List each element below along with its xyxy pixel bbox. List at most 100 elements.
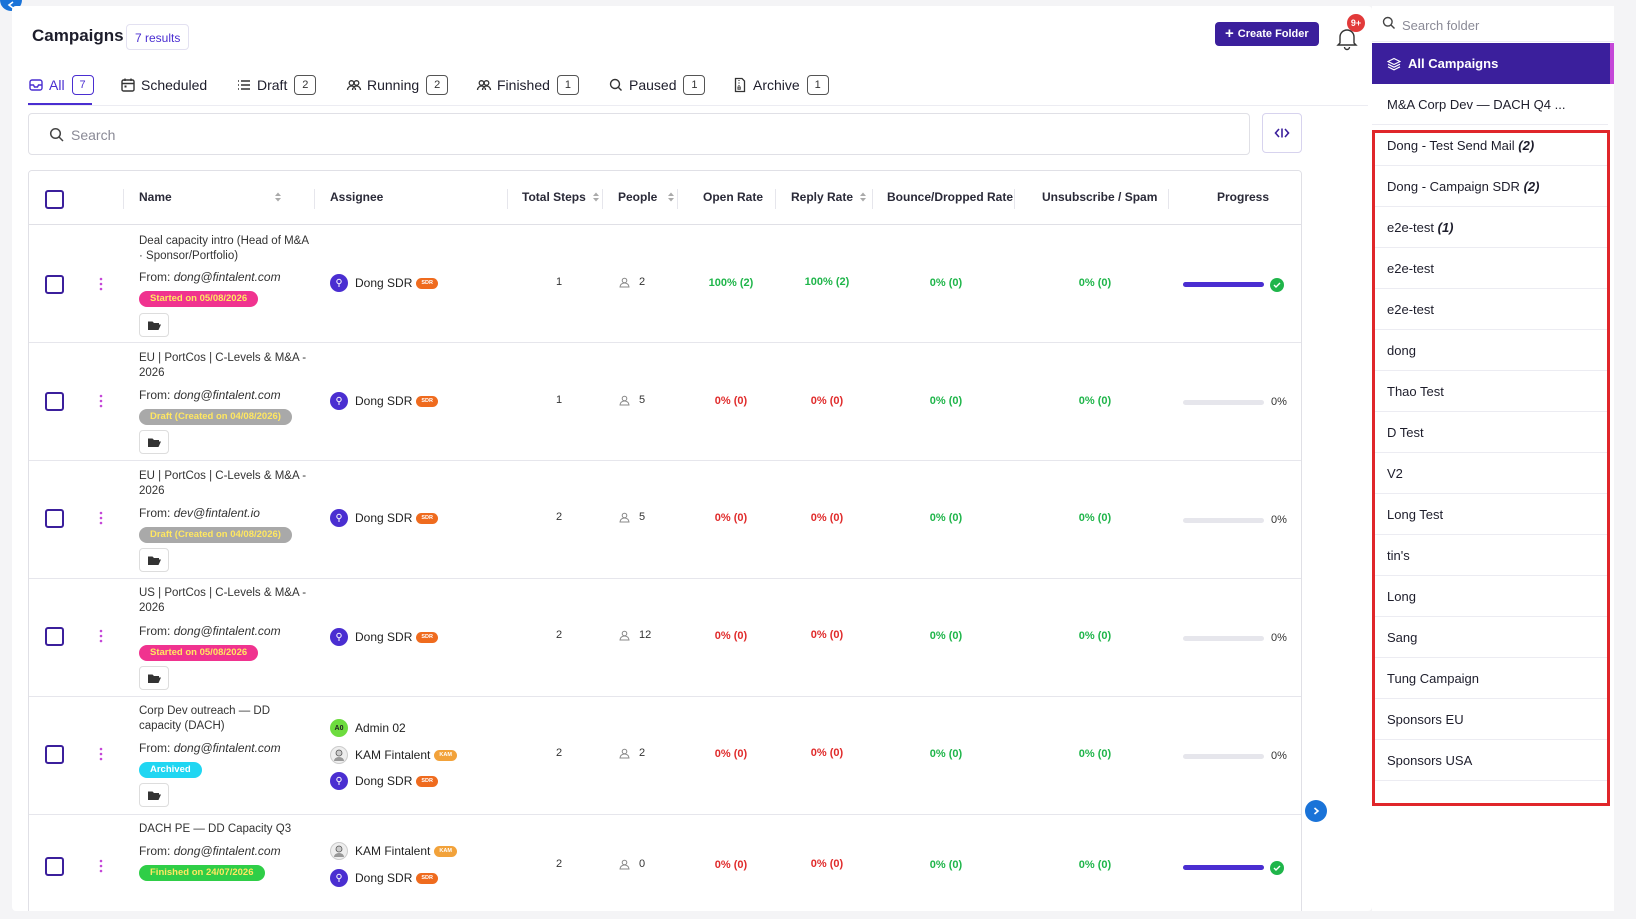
more-options-icon[interactable] <box>99 511 103 525</box>
table-row[interactable]: DACH PE — DD Capacity Q3 From: dong@fint… <box>29 815 1301 911</box>
campaign-name[interactable]: EU | PortCos | C-Levels & M&A - 2026 <box>139 352 307 379</box>
folder-item[interactable]: tin's <box>1372 535 1608 576</box>
expand-panel-button[interactable] <box>1305 800 1327 822</box>
completed-check-icon <box>1270 861 1284 875</box>
folder-item[interactable]: D Test <box>1372 412 1608 453</box>
progress-fill <box>1183 865 1264 870</box>
folder-item[interactable]: Long <box>1372 576 1608 617</box>
role-badge: SDR <box>416 277 438 289</box>
people-value: 12 <box>639 629 652 641</box>
table-row[interactable]: Deal capacity intro (Head of M&A · Spons… <box>29 225 1301 343</box>
search-input[interactable] <box>71 124 1171 146</box>
tab-scheduled[interactable]: Scheduled <box>120 72 207 98</box>
more-options-icon[interactable] <box>99 747 103 761</box>
table-row[interactable]: EU | PortCos | C-Levels & M&A - 2026 Fro… <box>29 343 1301 461</box>
row-checkbox[interactable] <box>45 509 64 528</box>
folder-item[interactable]: Dong - Campaign SDR (2) <box>1372 166 1608 207</box>
folder-item[interactable]: Thao Test <box>1372 371 1608 412</box>
open-rate: 0% (0) <box>714 859 748 871</box>
more-options-icon[interactable] <box>99 859 103 873</box>
avatar <box>330 842 348 860</box>
folder-item-all-campaigns[interactable]: All Campaigns <box>1372 43 1610 84</box>
campaign-name[interactable]: DACH PE — DD Capacity Q3 <box>139 823 292 835</box>
open-rate: 0% (0) <box>714 395 748 407</box>
create-folder-button[interactable]: + Create Folder <box>1215 22 1319 46</box>
tab-all[interactable]: All 7 <box>28 72 94 98</box>
bounce-rate: 0% (0) <box>929 395 963 407</box>
column-people[interactable]: People <box>618 190 675 204</box>
row-checkbox[interactable] <box>45 745 64 764</box>
folder-icon <box>147 438 161 447</box>
row-checkbox[interactable] <box>45 392 64 411</box>
person-icon <box>336 776 342 785</box>
folder-label: Dong - Campaign SDR <box>1387 179 1520 194</box>
folder-item[interactable]: Tung Campaign <box>1372 658 1608 699</box>
unsubscribe-rate: 0% (0) <box>1078 748 1112 760</box>
tab-paused[interactable]: Paused 1 <box>608 72 706 98</box>
folder-label: e2e-test <box>1387 302 1434 317</box>
progress-bar <box>1183 865 1264 870</box>
assignee-name: Dong SDR <box>355 276 413 290</box>
status-badge: Draft (Created on 04/08/2026) <box>139 409 292 425</box>
folder-item[interactable]: e2e-test <box>1372 289 1608 330</box>
role-badge: SDR <box>416 395 438 407</box>
folder-search-input[interactable] <box>1402 15 1602 35</box>
row-checkbox[interactable] <box>45 627 64 646</box>
folder-item[interactable]: Dong - Test Send Mail (2) <box>1372 125 1608 166</box>
column-reply-rate[interactable]: Reply Rate <box>791 190 867 204</box>
more-options-icon[interactable] <box>99 394 103 408</box>
person-icon <box>336 513 342 522</box>
move-to-folder-button[interactable] <box>139 548 169 572</box>
tab-draft[interactable]: Draft 2 <box>236 72 317 98</box>
person-icon <box>619 748 630 758</box>
row-checkbox[interactable] <box>45 275 64 294</box>
campaign-sender: From: dong@fintalent.com <box>139 844 281 858</box>
folder-label: V2 <box>1387 466 1403 481</box>
tab-archive[interactable]: Archive 1 <box>732 72 829 98</box>
column-open-rate: Open Rate <box>703 190 763 204</box>
sender-email: dong@fintalent.com <box>173 270 281 284</box>
campaign-name[interactable]: US | PortCos | C-Levels & M&A - 2026 <box>139 587 307 614</box>
folder-item[interactable]: dong <box>1372 330 1608 371</box>
avatar <box>330 746 348 764</box>
move-to-folder-button[interactable] <box>139 783 169 807</box>
select-all-checkbox[interactable] <box>45 190 64 209</box>
person-icon <box>336 873 342 882</box>
folder-item[interactable]: Sponsors USA <box>1372 740 1608 781</box>
more-options-icon[interactable] <box>99 277 103 291</box>
campaign-name[interactable]: Deal capacity intro (Head of M&A · Spons… <box>139 235 309 262</box>
table-row[interactable]: US | PortCos | C-Levels & M&A - 2026 Fro… <box>29 579 1301 697</box>
assignee: KAM Fintalent KAM <box>330 746 457 764</box>
from-label: From: <box>139 844 171 858</box>
active-tab-indicator <box>28 103 92 105</box>
tab-running[interactable]: Running 2 <box>346 72 449 98</box>
table-row[interactable]: EU | PortCos | C-Levels & M&A - 2026 Fro… <box>29 461 1301 579</box>
column-name[interactable]: Name <box>139 190 282 204</box>
campaign-name[interactable]: Corp Dev outreach — DD capacity (DACH) <box>139 705 271 732</box>
folder-item[interactable]: Sang <box>1372 617 1608 658</box>
role-badge: KAM <box>434 749 457 761</box>
more-options-icon[interactable] <box>99 629 103 643</box>
move-to-folder-button[interactable] <box>139 666 169 690</box>
tab-finished[interactable]: Finished 1 <box>476 72 579 98</box>
move-to-folder-button[interactable] <box>139 313 169 337</box>
notification-badge: 9+ <box>1347 14 1365 32</box>
folder-item[interactable]: e2e-test <box>1372 248 1608 289</box>
row-checkbox[interactable] <box>45 857 64 876</box>
folder-item[interactable]: Long Test <box>1372 494 1608 535</box>
folder-item[interactable]: V2 <box>1372 453 1608 494</box>
folder-item[interactable]: M&A Corp Dev — DACH Q4 ... <box>1372 84 1608 125</box>
bell-icon[interactable] <box>1333 24 1361 52</box>
assignee-name: KAM Fintalent <box>355 748 431 762</box>
folder-item[interactable]: Sponsors EU <box>1372 699 1608 740</box>
column-total-steps[interactable]: Total Steps <box>522 190 600 204</box>
toggle-folder-panel-button[interactable] <box>1262 113 1302 153</box>
campaign-name[interactable]: EU | PortCos | C-Levels & M&A - 2026 <box>139 470 307 497</box>
from-label: From: <box>139 624 171 638</box>
move-to-folder-button[interactable] <box>139 430 169 454</box>
table-row[interactable]: Corp Dev outreach — DD capacity (DACH) F… <box>29 697 1301 815</box>
open-rate: 0% (0) <box>714 512 748 524</box>
assignee: A0 Admin 02 <box>330 719 406 737</box>
folder-item[interactable]: e2e-test (1) <box>1372 207 1608 248</box>
progress-bar <box>1183 636 1264 641</box>
